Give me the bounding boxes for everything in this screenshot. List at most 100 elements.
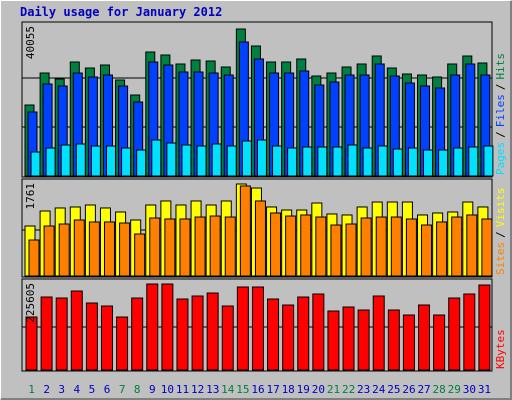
bar	[297, 296, 310, 371]
bar	[375, 216, 387, 277]
bar	[342, 306, 355, 371]
bar	[146, 283, 159, 371]
bar	[119, 222, 131, 277]
bar	[121, 147, 132, 177]
x-tick-label: 25	[387, 383, 400, 396]
legend-entry: Sites	[494, 242, 507, 275]
bar	[387, 309, 400, 371]
bar	[131, 297, 144, 371]
bar	[402, 314, 415, 371]
x-tick-label: 23	[357, 383, 370, 396]
x-tick-label: 10	[161, 383, 174, 396]
legend-separator: /	[494, 131, 507, 138]
bar	[179, 218, 191, 277]
bar	[421, 224, 433, 277]
x-tick-label: 2	[43, 383, 50, 396]
bar	[88, 221, 100, 277]
legend-entry: Visits	[494, 188, 507, 228]
x-tick-label: 20	[312, 383, 325, 396]
bar	[448, 297, 461, 371]
bar	[453, 147, 464, 177]
bar	[362, 147, 373, 177]
max-label: 1761	[24, 183, 37, 210]
bar	[345, 223, 357, 277]
bar	[302, 146, 313, 177]
bar	[466, 214, 478, 277]
x-tick-label: 18	[282, 383, 295, 396]
x-tick-label: 8	[134, 383, 141, 396]
bar	[463, 293, 476, 371]
bar	[468, 146, 479, 177]
bar	[360, 217, 372, 277]
bar	[181, 144, 192, 177]
bar	[191, 295, 204, 371]
bar	[58, 223, 70, 277]
bar	[241, 140, 252, 177]
x-tick-label: 1	[28, 383, 35, 396]
bar	[70, 290, 83, 371]
x-tick-label: 14	[221, 383, 235, 396]
bar	[136, 149, 147, 177]
bar	[75, 143, 86, 177]
legend: KBytes	[494, 329, 507, 369]
bar	[285, 215, 297, 277]
bar	[45, 147, 56, 177]
bar	[287, 147, 298, 177]
legend-entry: KBytes	[494, 329, 507, 369]
bar	[300, 214, 312, 277]
bar	[224, 216, 236, 277]
bar	[209, 215, 221, 277]
bar	[134, 233, 146, 277]
x-tick-label: 13	[206, 383, 219, 396]
bar	[28, 239, 40, 277]
bar	[254, 200, 266, 277]
bar	[164, 218, 176, 277]
bar	[43, 225, 55, 277]
bar	[116, 316, 129, 371]
bar	[90, 145, 101, 177]
x-tick-label: 4	[74, 383, 81, 396]
bar	[239, 185, 251, 277]
bar	[206, 292, 219, 371]
bar	[438, 149, 449, 177]
bar	[196, 145, 207, 177]
bar	[315, 216, 327, 277]
bar	[451, 216, 463, 277]
max-label: 225605	[24, 283, 37, 323]
x-tick-label: 12	[191, 383, 204, 396]
bar	[161, 283, 174, 371]
bar	[30, 151, 41, 177]
bar	[282, 304, 295, 371]
legend-entry: Files	[494, 94, 507, 127]
x-tick-label: 30	[463, 383, 476, 396]
legend-entry: Hits	[494, 53, 507, 80]
bar	[60, 144, 71, 177]
chart-title: Daily usage for January 2012	[20, 5, 222, 19]
x-tick-label: 27	[417, 383, 430, 396]
legend-entry: Pages	[494, 142, 507, 175]
bar	[166, 142, 177, 177]
bar	[211, 143, 222, 177]
x-tick-label: 31	[478, 383, 491, 396]
bar	[194, 216, 206, 277]
x-tick-label: 24	[372, 383, 386, 396]
bar	[327, 310, 340, 371]
bar	[226, 145, 237, 177]
bar	[405, 218, 417, 277]
bar	[478, 284, 491, 371]
x-tick-label: 21	[327, 383, 340, 396]
bar	[332, 146, 343, 177]
legend-separator: /	[494, 231, 507, 238]
bar	[377, 145, 388, 177]
bar	[481, 218, 493, 277]
bar	[105, 145, 116, 177]
bar	[267, 298, 280, 371]
bar	[272, 145, 283, 177]
bar	[149, 217, 161, 277]
bar	[312, 293, 325, 371]
x-tick-label: 22	[342, 383, 355, 396]
bar	[390, 216, 402, 277]
x-tick-label: 17	[266, 383, 279, 396]
